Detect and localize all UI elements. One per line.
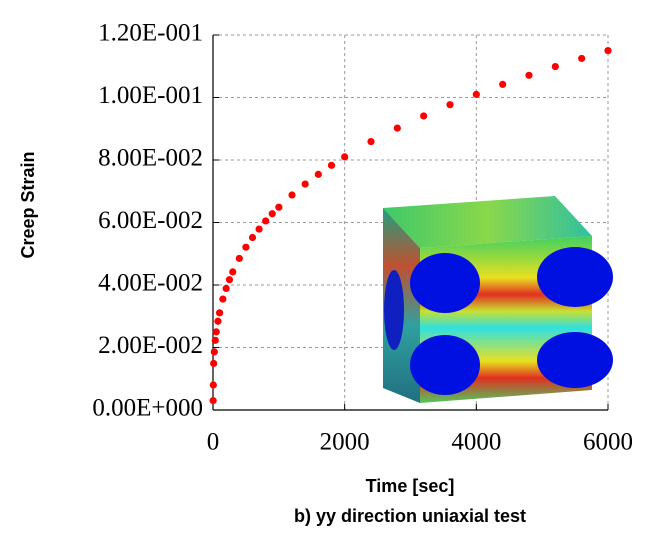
y-tick-label: 0.00E+000 (92, 395, 203, 422)
data-point (210, 348, 218, 356)
data-point (275, 203, 283, 211)
data-point (229, 268, 237, 276)
data-point (604, 47, 612, 55)
y-tick-label: 1.20E-001 (98, 20, 203, 47)
data-point (420, 112, 428, 120)
data-point (446, 101, 454, 109)
cube-spot (410, 335, 480, 395)
x-tick-label: 4000 (451, 429, 501, 456)
data-point (242, 243, 250, 251)
inset-cube (383, 196, 613, 403)
data-point (472, 90, 480, 98)
cube-spot (384, 270, 404, 350)
data-point (215, 309, 224, 317)
data-point (262, 217, 270, 225)
data-point (219, 295, 227, 303)
x-axis-label: Time [sec] (366, 476, 455, 496)
cube-spot (537, 247, 613, 307)
chart-title: b) yy direction uniaxial test (294, 506, 526, 526)
x-tick-label: 0 (207, 429, 220, 456)
data-point (209, 381, 217, 389)
data-point (235, 254, 243, 263)
data-point (248, 233, 257, 242)
y-tick-label: 6.00E-002 (98, 207, 203, 234)
data-point (255, 225, 263, 233)
data-point (214, 317, 222, 325)
cube-spot (410, 253, 480, 313)
y-axis-label: Creep Strain (18, 151, 38, 258)
data-point (209, 397, 217, 405)
data-point (211, 336, 219, 344)
x-tick-label: 2000 (320, 429, 370, 456)
data-point (327, 161, 336, 169)
cube-spot (537, 332, 613, 388)
y-tick-label: 1.00E-001 (98, 82, 203, 109)
y-tick-label: 4.00E-002 (98, 270, 203, 297)
data-point (525, 71, 533, 79)
data-point (301, 180, 309, 188)
data-point (268, 210, 276, 218)
data-point (499, 80, 507, 88)
data-point (210, 359, 218, 368)
data-point (288, 191, 296, 199)
data-point (367, 137, 375, 146)
y-tick-label: 8.00E-002 (98, 145, 203, 172)
y-tick-label: 2.00E-002 (98, 332, 203, 359)
cube-top (383, 196, 592, 248)
data-point (551, 62, 559, 71)
data-point (578, 54, 586, 63)
x-tick-label: 6000 (583, 429, 633, 456)
data-point (341, 153, 349, 161)
data-point (225, 276, 234, 284)
data-point (393, 124, 401, 132)
data-point (212, 328, 220, 336)
data-point (314, 170, 322, 178)
data-point (222, 284, 230, 293)
